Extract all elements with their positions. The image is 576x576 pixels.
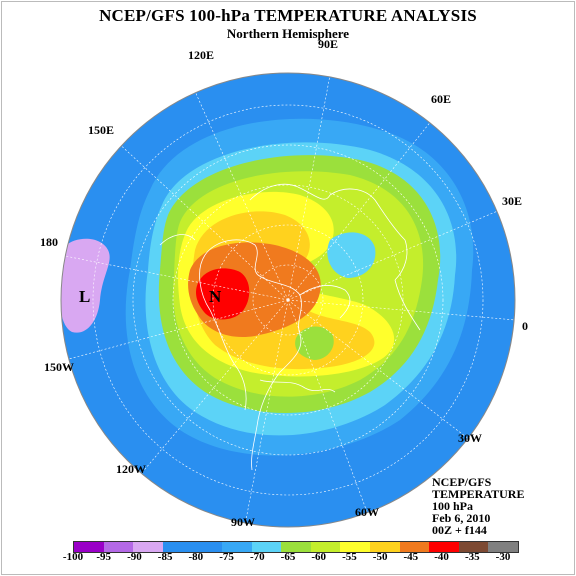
low-marker: L xyxy=(79,287,91,306)
lon-label-0: 0 xyxy=(522,319,528,333)
lon-label-60e: 60E xyxy=(431,92,452,106)
coastlines xyxy=(159,183,421,471)
colorbar-swatch xyxy=(310,542,341,552)
colorbar-tick-label: -65 xyxy=(280,551,296,563)
colorbar-swatch xyxy=(340,542,370,552)
graticule xyxy=(61,74,515,526)
info-block: NCEP/GFS TEMPERATURE 100 hPa Feb 6, 2010… xyxy=(432,476,524,536)
lon-label-120e: 120E xyxy=(188,48,215,62)
cold-pool-west xyxy=(61,238,110,333)
high-marker: N xyxy=(209,287,222,306)
colorbar-swatch xyxy=(74,542,104,552)
colorbar-tick-label: -90 xyxy=(127,551,142,563)
colorbar-swatch xyxy=(192,542,222,552)
colorbar-swatch xyxy=(429,542,459,552)
colorbar-tick-label: -100 xyxy=(62,551,84,563)
colorbar-tick-label: -40 xyxy=(434,551,449,563)
colorbar-swatch xyxy=(221,542,252,552)
colorbar-tick-label: -80 xyxy=(188,551,204,563)
cold-blob-south xyxy=(295,326,334,360)
lon-label-150e: 150E xyxy=(88,123,115,137)
colorbar-tick-label: -75 xyxy=(219,551,234,563)
colorbar-tick-label: -95 xyxy=(96,551,112,563)
colorbar-swatch xyxy=(281,542,311,552)
colorbar-tick-label: -35 xyxy=(464,551,480,563)
lon-label-150w: 150W xyxy=(44,360,74,374)
colorbar-tick-label: -30 xyxy=(495,551,511,563)
info-source: NCEP/GFS xyxy=(432,475,492,489)
cold-blob-east xyxy=(327,232,376,278)
colorbar-tick-label: -50 xyxy=(372,551,388,563)
colorbar-swatch xyxy=(399,542,430,552)
colorbar-swatch xyxy=(133,542,163,552)
colorbar-swatch xyxy=(103,542,134,552)
colorbar-tick-label: -45 xyxy=(403,551,419,563)
info-variable: TEMPERATURE xyxy=(432,487,525,501)
lon-label-30e: 30E xyxy=(502,194,523,208)
page-title: NCEP/GFS 100-hPa TEMPERATURE ANALYSIS xyxy=(99,6,477,25)
colorbar-tick-label: -60 xyxy=(311,551,327,563)
info-forecast: 00Z + f144 xyxy=(432,523,487,537)
colorbar-swatch xyxy=(488,542,518,552)
info-level: 100 hPa xyxy=(432,499,474,513)
lon-label-120w: 120W xyxy=(116,462,146,476)
lon-label-180: 180 xyxy=(40,235,58,249)
lon-label-30w: 30W xyxy=(458,431,482,445)
colorbar-swatch xyxy=(162,542,193,552)
colorbar-tick-label: -55 xyxy=(342,551,357,563)
band-40 xyxy=(196,268,250,320)
lon-label-90w: 90W xyxy=(231,515,255,529)
info-date: Feb 6, 2010 xyxy=(432,511,491,525)
colorbar-tick-label: -70 xyxy=(249,551,265,563)
lon-label-90e: 90E xyxy=(318,37,339,51)
colorbar xyxy=(73,541,519,553)
colorbar-swatch xyxy=(458,542,489,552)
map-border xyxy=(60,72,516,528)
colorbar-labels: -100 -95 -90 -85 -80 -75 -70 -65 -60 -55 -50 -45 -40… xyxy=(0,551,576,567)
lon-label-60w: 60W xyxy=(355,505,379,519)
colorbar-tick-label: -85 xyxy=(157,551,173,563)
page-subtitle: Northern Hemisphere xyxy=(226,26,350,41)
colorbar-swatch xyxy=(251,542,282,552)
colorbar-swatch xyxy=(369,542,400,552)
